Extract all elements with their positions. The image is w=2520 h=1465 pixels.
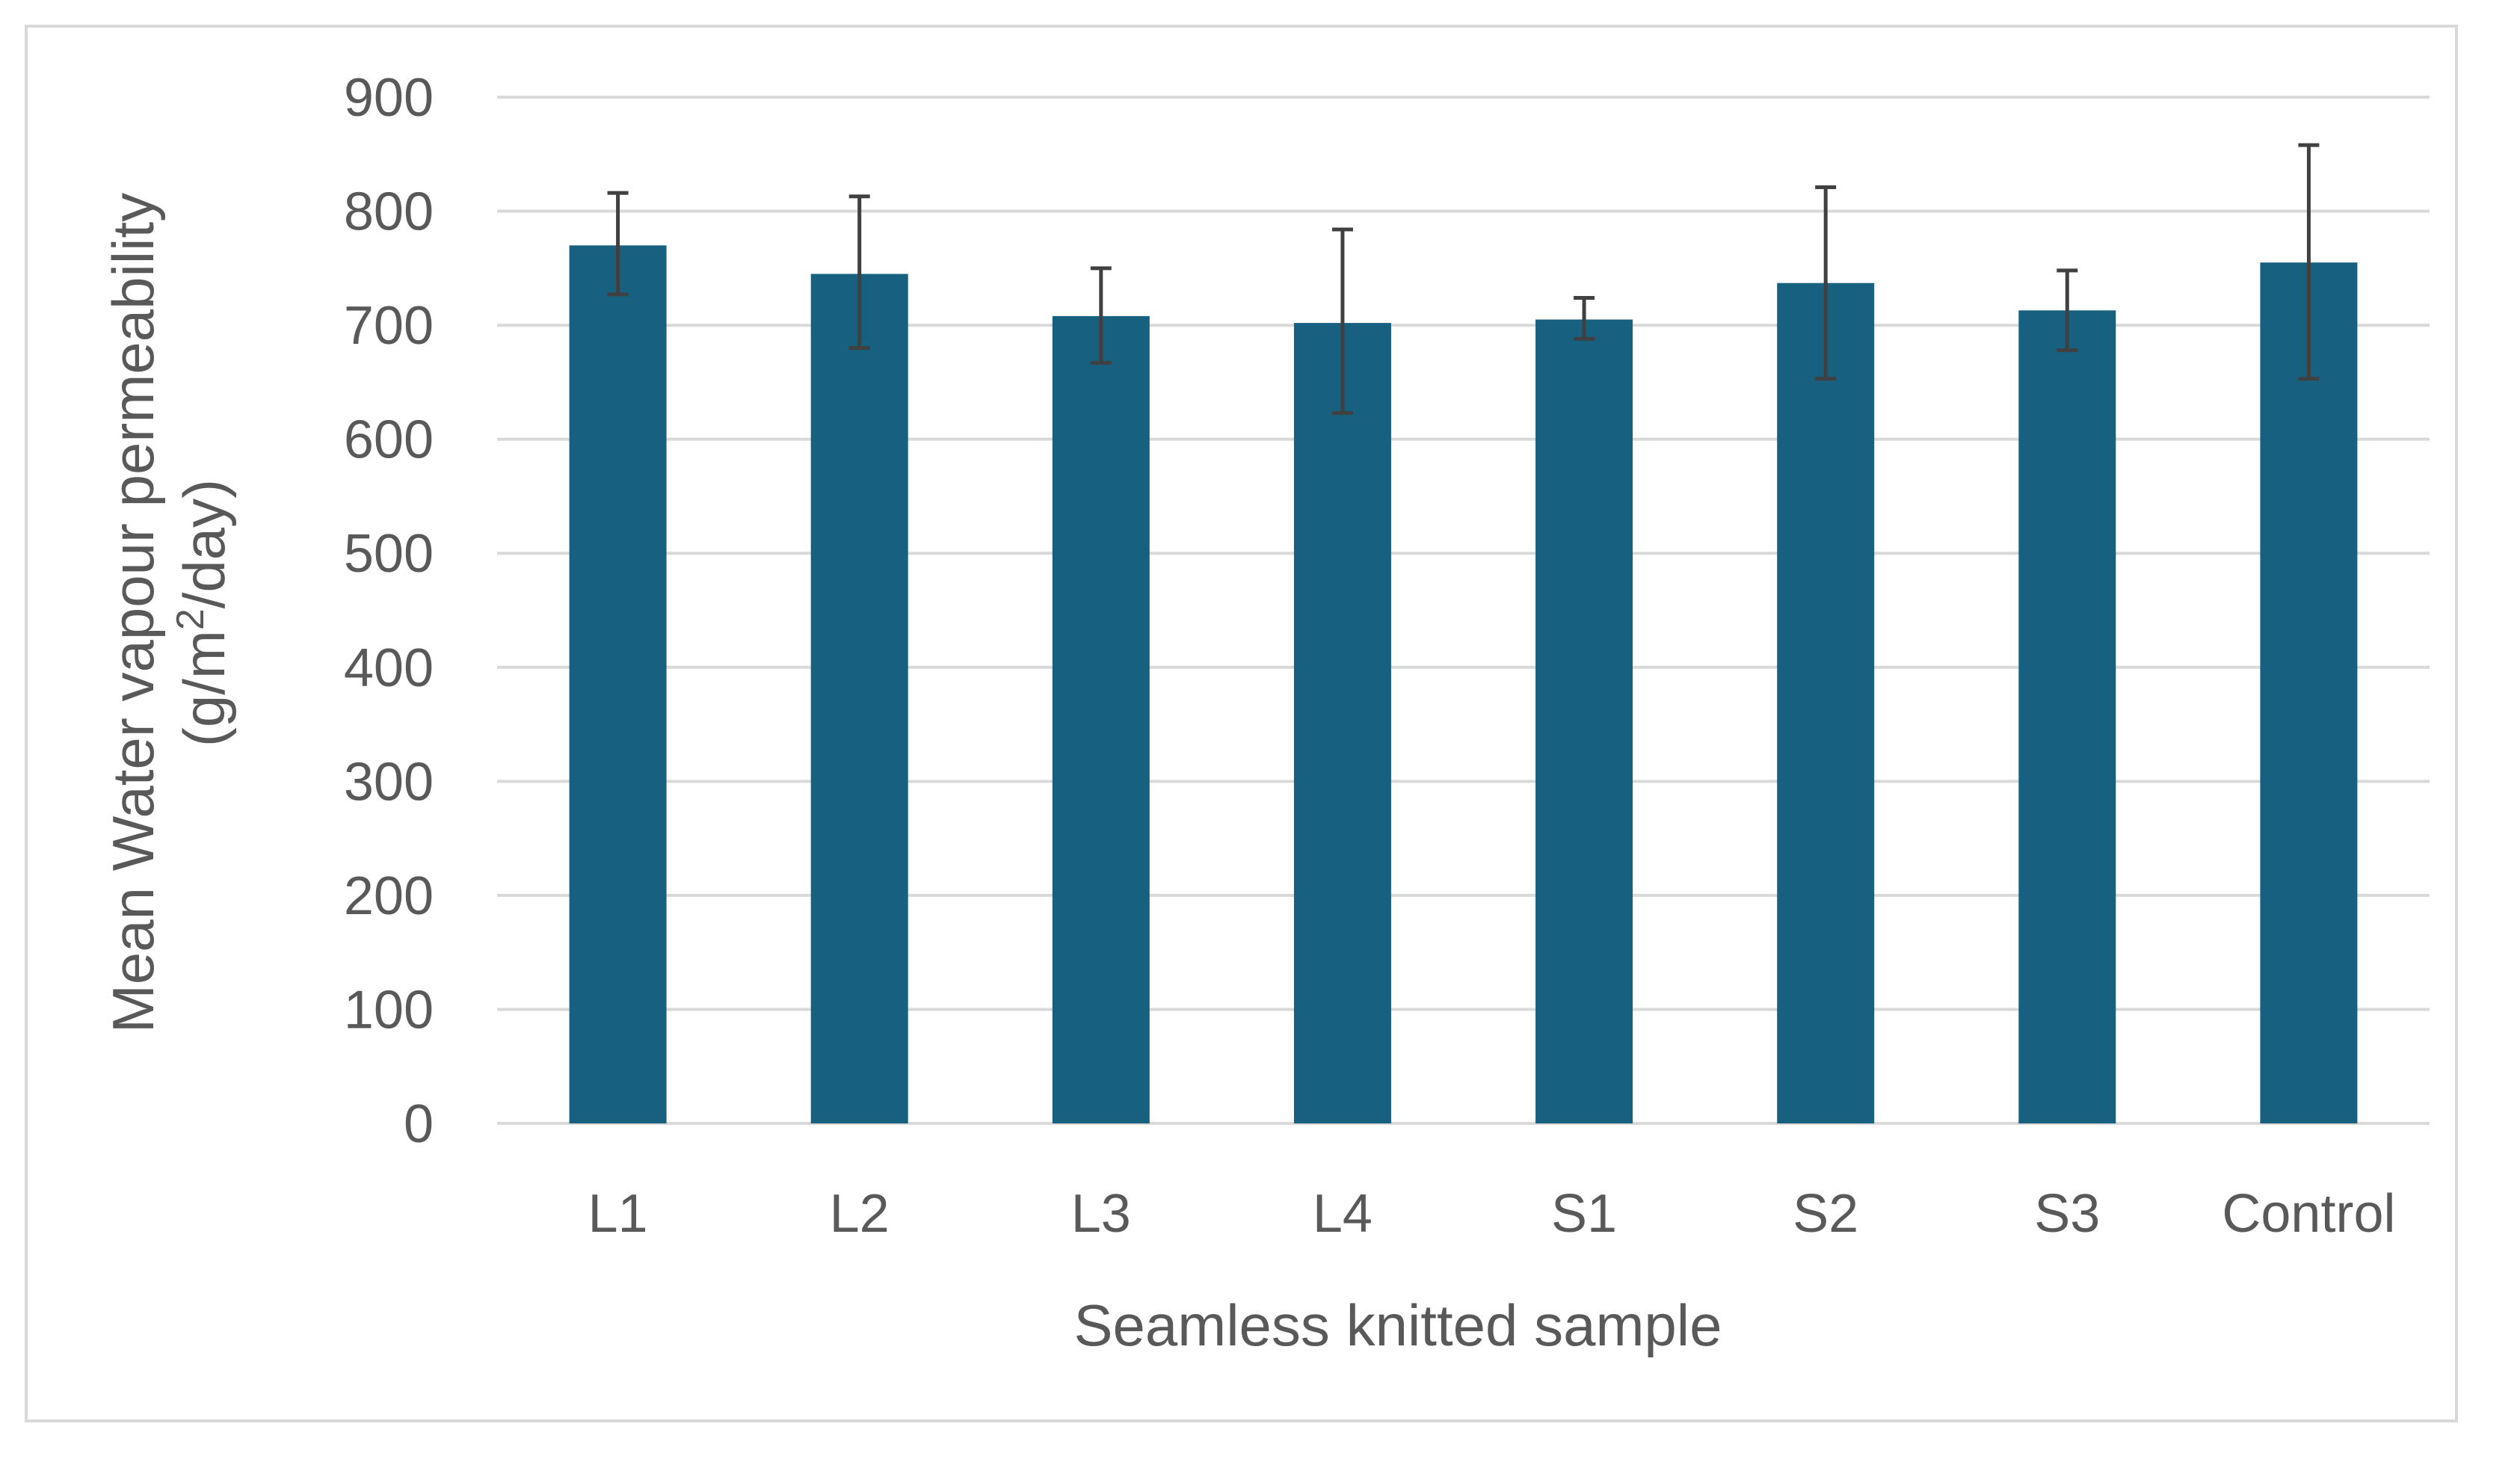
bar-s1 (1535, 319, 1633, 1123)
bar-l2 (810, 274, 908, 1123)
y-axis-unit-sup: 2 (169, 608, 212, 630)
x-tick-label: S1 (1551, 1184, 1617, 1244)
y-axis-title: Mean Water vapour permeability (g/m2/day… (100, 193, 237, 1033)
error-bar-l2 (848, 194, 870, 351)
bar-s2 (1777, 283, 1875, 1124)
y-axis-unit-pre: (g/m (171, 630, 237, 747)
y-tick-label: 200 (344, 866, 434, 926)
y-axis-title-line1: Mean Water vapour permeability (100, 193, 166, 1033)
y-tick-label: 0 (404, 1094, 434, 1154)
y-tick-label: 700 (344, 296, 434, 356)
bar-s3 (2018, 310, 2116, 1123)
bar-l1 (569, 245, 667, 1123)
error-bar-s2 (1815, 185, 1837, 381)
error-bar-l1 (607, 191, 629, 297)
y-tick-label: 800 (344, 182, 434, 242)
gridlines (497, 96, 2430, 1125)
y-axis-title-line2: (g/m2/day) (169, 479, 237, 747)
y-tick-label: 300 (344, 752, 434, 812)
x-tick-label: L2 (830, 1184, 890, 1244)
x-tick-label: L3 (1071, 1184, 1131, 1244)
error-bar-s1 (1574, 295, 1595, 341)
x-tick-label: S3 (2034, 1184, 2100, 1244)
bars (569, 245, 2358, 1124)
error-bar-control (2298, 143, 2320, 381)
bar-control (2260, 262, 2358, 1123)
y-axis-unit-post: /day) (171, 479, 237, 608)
bar-l3 (1052, 315, 1150, 1123)
x-tick-labels: L1 L2 L3 L4 S1 S2 S3 Control (588, 1184, 2396, 1244)
y-tick-label: 600 (344, 410, 434, 470)
y-tick-labels: 0 100 200 300 400 500 600 700 800 900 (344, 68, 434, 1154)
x-axis-title: Seamless knitted sample (1073, 1292, 1722, 1358)
x-tick-label: S2 (1793, 1184, 1858, 1244)
error-bar-s3 (2057, 268, 2078, 353)
y-tick-label: 500 (344, 524, 434, 584)
x-tick-label: L1 (588, 1184, 648, 1244)
x-tick-label: Control (2222, 1184, 2395, 1244)
y-tick-label: 400 (344, 638, 434, 698)
error-bars (607, 143, 2320, 416)
y-tick-label: 100 (344, 980, 434, 1040)
error-bar-l3 (1090, 266, 1112, 365)
x-tick-label: L4 (1313, 1184, 1373, 1244)
error-bar-l4 (1331, 227, 1353, 416)
bar-l4 (1293, 323, 1391, 1123)
y-tick-label: 900 (344, 68, 434, 128)
